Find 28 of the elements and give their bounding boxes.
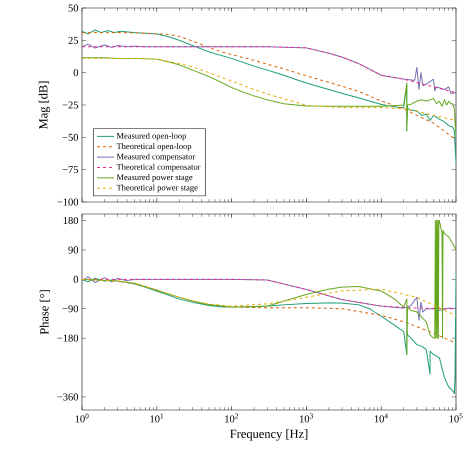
y-tick-label: 180 — [64, 217, 78, 224]
x-tick-label: 10$^{0}$ — [76, 414, 89, 422]
y-tick-label: −360 — [57, 393, 78, 400]
y-tick-label: 0 — [74, 276, 78, 283]
y-tick-label: 90 — [68, 246, 78, 254]
legend-label: Measured open-loop — [116, 132, 186, 140]
y-tick-label: 0 — [74, 69, 78, 76]
y-tick-label: −180 — [57, 334, 78, 342]
x-tick-label: 10$^{5}$ — [450, 414, 463, 422]
legend-label: Theoretical power stage — [116, 184, 198, 192]
y-tick-label: −75 — [62, 166, 78, 174]
x-tick-label: 10$^{1}$ — [150, 414, 164, 422]
x-tick-label: 10$^{2}$ — [225, 414, 238, 422]
legend-label: Theoretical open-loop — [116, 143, 192, 151]
y-axis-title: Phase [°] — [40, 290, 50, 334]
legend-label: Measured compensator — [116, 153, 196, 162]
y-axis-title: Mag [dB] — [38, 82, 50, 130]
x-axis-title: Frequency [Hz] — [230, 429, 308, 441]
legend-label: Theoretical compensator — [116, 164, 200, 172]
x-tick-label: 10$^{4}$ — [374, 414, 388, 422]
y-tick-label: 50 — [68, 4, 78, 12]
x-tick-label: 10$^{3}$ — [300, 414, 313, 422]
y-tick-label: −100 — [57, 198, 78, 206]
legend-label: Measured power stage — [116, 174, 192, 182]
y-tick-label: −90 — [62, 305, 78, 312]
y-tick-label: −50 — [62, 134, 78, 141]
y-tick-label: −25 — [62, 101, 78, 109]
y-tick-label: 25 — [68, 36, 78, 44]
